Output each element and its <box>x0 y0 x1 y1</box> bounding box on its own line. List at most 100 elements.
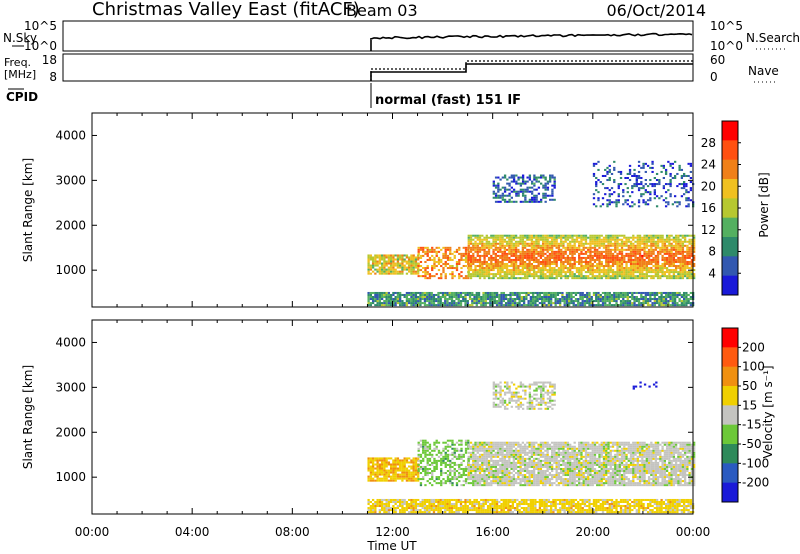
heatmap-cell <box>510 180 513 183</box>
heatmap-cell <box>399 266 402 269</box>
heatmap-cell <box>551 256 554 259</box>
heatmap-cell <box>667 500 670 503</box>
heatmap-cell <box>548 252 552 255</box>
heatmap-cell <box>383 260 386 263</box>
heatmap-cell <box>451 273 454 276</box>
heatmap-cell <box>538 509 542 512</box>
heatmap-cell <box>476 252 479 255</box>
heatmap-cell <box>640 298 643 301</box>
heatmap-cell <box>636 265 639 268</box>
heatmap-cell <box>649 183 652 186</box>
heatmap-cell <box>589 265 592 268</box>
heatmap-cell <box>437 455 441 458</box>
heatmap-cell <box>424 451 427 454</box>
heatmap-cell <box>642 507 645 510</box>
heatmap-cell <box>374 268 377 271</box>
heatmap-cell <box>663 262 667 266</box>
heatmap-cell <box>611 242 615 245</box>
heatmap-cell <box>556 302 560 305</box>
heatmap-cell <box>419 453 423 456</box>
heatmap-cell <box>578 258 581 261</box>
colorbar-tick-label: 4 <box>708 266 716 280</box>
heatmap-cell <box>644 295 647 299</box>
heatmap-cell <box>613 181 616 184</box>
heatmap-cell <box>553 236 556 239</box>
heatmap-cell <box>512 271 515 274</box>
heatmap-cell <box>615 300 618 303</box>
heatmap-cell <box>680 174 684 177</box>
heatmap-cell <box>592 500 596 503</box>
heatmap-cell <box>530 262 534 266</box>
heatmap-cell <box>681 271 685 274</box>
heatmap-cell <box>546 194 550 197</box>
heatmap-cell <box>401 256 404 259</box>
heatmap-cell <box>520 502 524 506</box>
heatmap-cell <box>683 267 687 270</box>
heatmap-cell <box>650 269 653 272</box>
heatmap-cell <box>476 248 479 251</box>
heatmap-cell <box>522 302 526 305</box>
heatmap-cell <box>528 234 531 237</box>
heatmap-cell <box>577 511 580 514</box>
heatmap-cell <box>374 260 377 263</box>
heatmap-cell <box>596 258 599 261</box>
heatmap-cell <box>619 509 623 512</box>
heatmap-cell <box>679 248 682 251</box>
heatmap-cell <box>453 511 456 514</box>
heatmap-cell <box>444 298 447 301</box>
heatmap-cell <box>490 236 493 239</box>
heatmap-cell <box>637 502 641 506</box>
heatmap-cell <box>661 271 664 274</box>
heatmap-cell <box>389 457 393 460</box>
heatmap-cell <box>442 267 445 270</box>
heatmap-cell <box>440 258 443 261</box>
heatmap-cell <box>530 248 534 251</box>
heatmap-cell <box>520 300 524 303</box>
heatmap-cell <box>376 500 379 503</box>
heatmap-cell <box>598 234 601 237</box>
heatmap-cell <box>424 455 427 458</box>
heatmap-cell <box>526 262 529 266</box>
heatmap-cell <box>523 267 527 270</box>
heatmap-cell <box>468 502 472 506</box>
heatmap-cell <box>422 248 425 251</box>
heatmap-cell <box>484 511 487 514</box>
heatmap-cell <box>561 295 564 299</box>
heatmap-cell <box>674 234 678 237</box>
heatmap-cell <box>494 242 497 245</box>
heatmap-cell <box>526 267 529 270</box>
heatmap-cell <box>421 293 424 296</box>
heatmap-cell <box>472 260 475 263</box>
heatmap-cell <box>521 174 525 177</box>
heatmap-cell <box>556 509 560 512</box>
heatmap-cell <box>453 300 456 303</box>
heatmap-cell <box>562 252 565 255</box>
heatmap-cell <box>426 265 429 268</box>
heatmap-cell <box>505 271 509 274</box>
heatmap-cell <box>687 203 690 206</box>
heatmap-cell <box>414 505 418 508</box>
heatmap-cell <box>431 265 434 268</box>
heatmap-cell <box>477 500 481 503</box>
heatmap-cell <box>376 477 379 480</box>
heatmap-cell <box>588 500 591 503</box>
heatmap-cell <box>571 267 574 270</box>
heatmap-cell <box>394 258 397 261</box>
heatmap-cell <box>387 298 391 301</box>
heatmap-cell <box>607 273 610 276</box>
heatmap-cell <box>385 457 388 460</box>
heatmap-cell <box>601 203 605 206</box>
heatmap-cell <box>544 236 547 239</box>
heatmap-cell <box>688 254 691 257</box>
heatmap-cell <box>670 256 673 259</box>
heatmap-cell <box>448 291 451 294</box>
heatmap-cell <box>593 244 597 247</box>
heatmap-cell <box>620 242 624 245</box>
heatmap-cell <box>645 269 648 272</box>
heatmap-cell <box>492 265 495 268</box>
heatmap-cell <box>624 302 627 305</box>
heatmap-cell <box>367 459 370 462</box>
heatmap-cell <box>554 507 557 510</box>
heatmap-cell <box>683 240 687 243</box>
heatmap-cell <box>422 271 425 274</box>
